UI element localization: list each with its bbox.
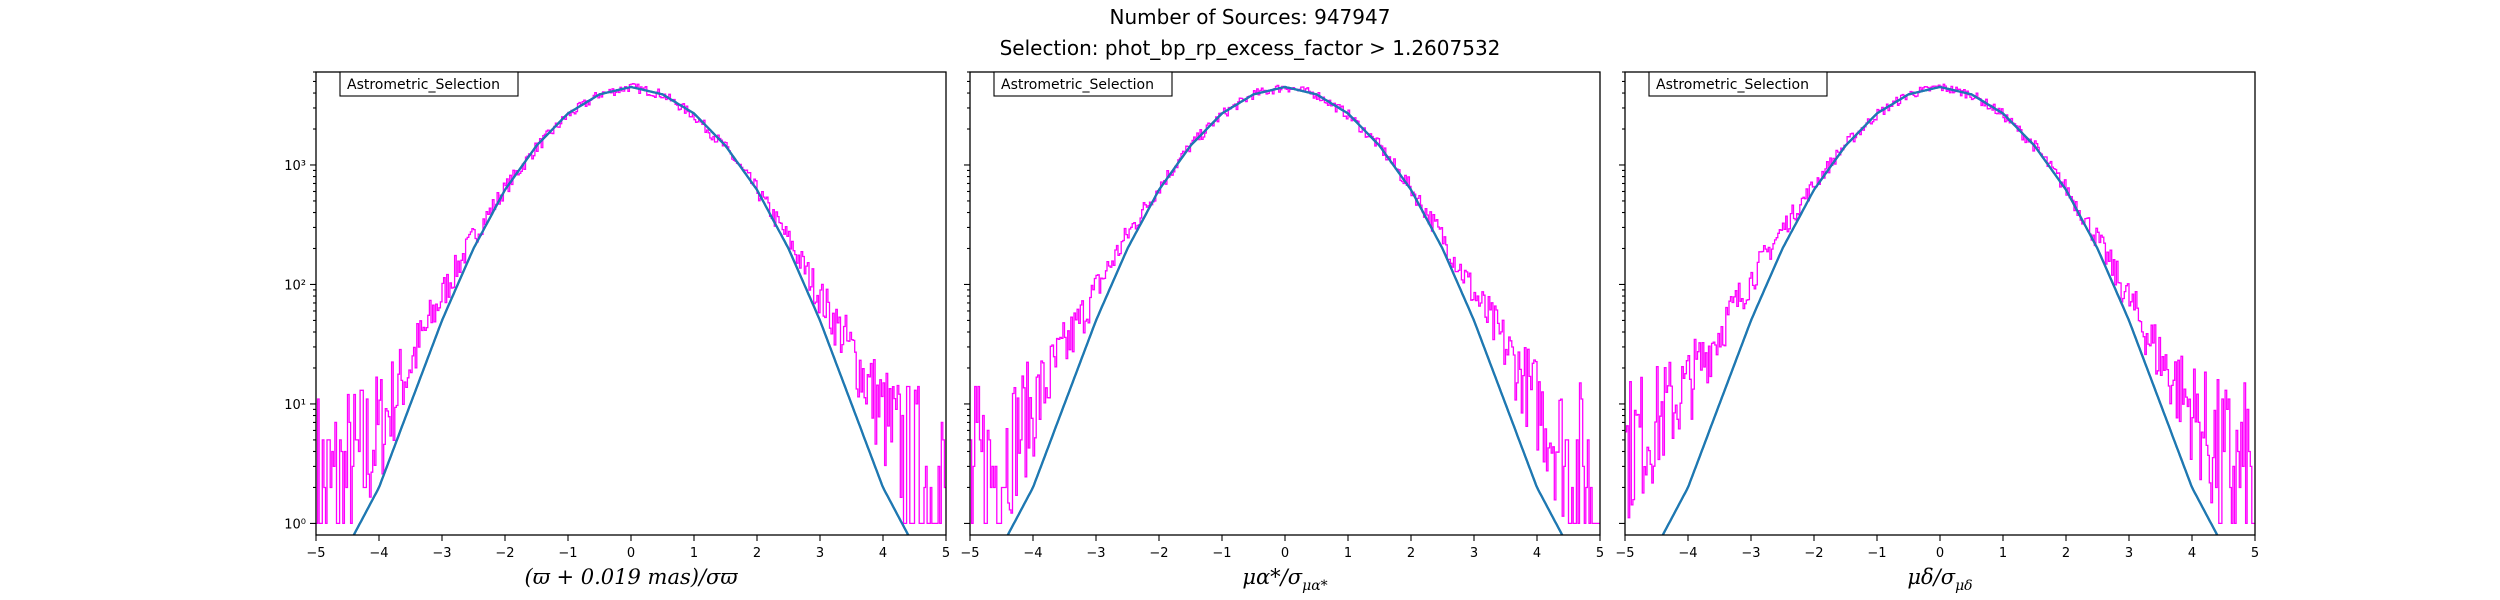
panel-2: −5 −4 −3 −2 −1 0 1 2 3 4 5 Astrometric_Selection μα*…: [960, 71, 1604, 594]
x-tick-label: −3: [432, 546, 451, 561]
x-tick-label: 4: [2188, 546, 2196, 561]
figure-title-line2: Selection: phot_bp_rp_excess_factor > 1.…: [1000, 36, 1501, 60]
x-tick-label: 5: [1596, 546, 1604, 561]
legend: Astrometric_Selection: [339, 71, 519, 97]
model-curve-overlay: [1661, 85, 2219, 535]
plot-area: [316, 82, 946, 535]
x-tick-label: −2: [1149, 546, 1168, 561]
figure-title-line1: Number of Sources: 947947: [1110, 5, 1391, 29]
x-tick-label: 0: [1936, 546, 1944, 561]
histogram-series: [1625, 83, 2255, 525]
x-tick-label: 4: [1533, 546, 1541, 561]
x-tick-label: 1: [1999, 546, 2007, 561]
x-tick-label: 2: [753, 546, 761, 561]
model-curve: [1006, 85, 1564, 535]
legend-label: Astrometric_Selection: [347, 77, 500, 93]
legend-box: [1648, 71, 1828, 97]
x-tick-label: −5: [960, 546, 979, 561]
legend: Astrometric_Selection: [1648, 71, 1828, 97]
x-tick-label: −2: [495, 546, 514, 561]
panels: −5 −4 −3 −2 −1 0 1 2 3 4 5 10⁰ 10¹ 10² 10³ Astrometric_…: [284, 71, 2259, 594]
x-tick-label: −4: [1023, 546, 1042, 561]
x-tick-label: −4: [369, 546, 388, 561]
x-tick-label: −5: [1615, 546, 1634, 561]
x-tick-label: −1: [1867, 546, 1886, 561]
x-tick-label: −1: [558, 546, 577, 561]
x-tick-label: 1: [690, 546, 698, 561]
x-axis-label: μα*/σμα*: [1242, 565, 1327, 594]
plot-area: [1625, 83, 2255, 535]
model-curve-overlay: [352, 85, 910, 535]
panel-3: −5 −4 −3 −2 −1 0 1 2 3 4 5 Astrometric_Selection μδ/…: [1615, 71, 2259, 594]
x-tick-label: −5: [306, 546, 325, 561]
x-tick-label: −2: [1804, 546, 1823, 561]
y-tick-label: 10²: [284, 278, 306, 293]
x-tick-label: 3: [816, 546, 824, 561]
legend: Astrometric_Selection: [993, 71, 1173, 97]
legend-label: Astrometric_Selection: [1656, 77, 1809, 93]
y-tick-label: 10⁰: [284, 517, 306, 532]
x-tick-label: −3: [1741, 546, 1760, 561]
x-tick-label: 5: [2251, 546, 2259, 561]
axes-frame: [315, 71, 947, 536]
model-curve: [1661, 85, 2219, 535]
x-tick-label: 2: [1407, 546, 1415, 561]
histogram-series: [316, 82, 946, 525]
x-tick-label: −4: [1678, 546, 1697, 561]
plot-area: [970, 84, 1600, 535]
x-axis-label: (ϖ + 0.019 mas)/σϖ: [525, 565, 739, 589]
histogram-series: [970, 84, 1600, 525]
x-tick-label: 4: [879, 546, 887, 561]
x-tick-label: 5: [942, 546, 950, 561]
x-tick-label: −3: [1086, 546, 1105, 561]
x-tick-label: 3: [1470, 546, 1478, 561]
y-tick-label: 10¹: [284, 398, 306, 413]
x-tick-label: 2: [2062, 546, 2070, 561]
x-axis-label: μδ/σμδ: [1907, 565, 1972, 594]
x-tick-label: 3: [2125, 546, 2133, 561]
y-tick-label: 10³: [284, 159, 306, 174]
legend-label: Astrometric_Selection: [1001, 77, 1154, 93]
axes-frame: [969, 71, 1601, 536]
axes-frame: [1624, 71, 2256, 536]
x-tick-label: 0: [1281, 546, 1289, 561]
legend-box: [339, 71, 519, 97]
model-curve-overlay: [1006, 85, 1564, 535]
x-tick-label: 1: [1344, 546, 1352, 561]
legend-box: [993, 71, 1173, 97]
x-tick-label: 0: [627, 546, 635, 561]
panel-1: −5 −4 −3 −2 −1 0 1 2 3 4 5 10⁰ 10¹ 10² 10³ Astrometric_…: [284, 71, 950, 589]
x-tick-label: −1: [1212, 546, 1231, 561]
